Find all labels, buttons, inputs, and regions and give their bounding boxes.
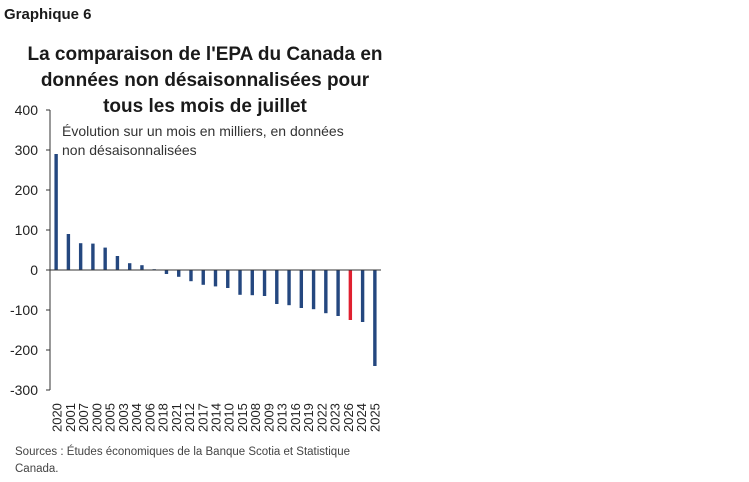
bar (103, 247, 107, 270)
bar (213, 270, 218, 287)
x-tick-label: 2021 (169, 403, 184, 432)
bar (299, 270, 304, 308)
bar (336, 270, 340, 316)
y-tick-label: 200 (15, 182, 39, 198)
bar (164, 270, 169, 274)
bar (348, 270, 353, 320)
bar (115, 256, 120, 270)
sources-note: Sources : Études économiques de la Banqu… (15, 446, 350, 475)
y-tick-label: 400 (15, 102, 39, 118)
bar (311, 270, 316, 310)
bar (373, 270, 377, 366)
bar (287, 270, 291, 306)
bar (127, 263, 132, 270)
bar (66, 234, 71, 270)
x-tick-label: 2009 (261, 403, 276, 432)
x-tick-label: 2022 (314, 403, 329, 432)
chart-subtitle: Évolution sur un mois en milliers, en do… (62, 123, 344, 158)
y-tick-label: -200 (10, 342, 38, 358)
x-tick-label: 2006 (142, 403, 157, 432)
bar (189, 270, 193, 282)
bar (201, 270, 205, 285)
chart-title: La comparaison de l'EPA du Canada en don… (27, 44, 383, 117)
y-tick-label: 0 (30, 262, 38, 278)
x-tick-label: 2014 (209, 403, 224, 432)
x-tick-label: 2012 (182, 403, 197, 432)
x-tick-label: 2024 (354, 403, 369, 432)
x-tick-label: 2023 (328, 403, 343, 432)
x-tick-label: 2015 (235, 403, 250, 432)
bar (250, 270, 254, 296)
x-tick-label: 2019 (301, 403, 316, 432)
x-tick-label: 2025 (367, 403, 382, 432)
x-tick-label: 2018 (156, 403, 171, 432)
x-tick-label: 2026 (341, 403, 356, 432)
y-tick-label: 100 (15, 222, 39, 238)
x-tick-label: 2004 (129, 403, 144, 432)
x-tick-label: 2001 (63, 403, 78, 432)
bar (91, 243, 95, 270)
x-tick-label: 2020 (50, 403, 65, 432)
x-tick-label: 2017 (195, 403, 210, 432)
x-tick-label: 2008 (248, 403, 263, 432)
x-tick-label: 2003 (116, 403, 131, 432)
y-tick-label: -300 (10, 382, 38, 398)
x-tick-label: 2005 (103, 403, 118, 432)
bar (140, 265, 144, 270)
bar (262, 270, 267, 296)
x-tick-label: 2016 (288, 403, 303, 432)
bar (54, 154, 58, 270)
bar (177, 270, 181, 277)
x-tick-label: 2000 (89, 403, 104, 432)
x-tick-label: 2013 (275, 403, 290, 432)
bar (360, 270, 365, 322)
y-tick-label: -100 (10, 302, 38, 318)
x-tick-label: 2010 (222, 403, 237, 432)
x-tick-label: 2007 (76, 403, 91, 432)
bar (226, 270, 230, 288)
bar (78, 243, 83, 270)
bar (238, 270, 242, 295)
bar (275, 270, 279, 304)
bar (324, 270, 328, 314)
y-tick-label: 300 (15, 142, 39, 158)
graph-label: Graphique 6 (4, 6, 92, 23)
